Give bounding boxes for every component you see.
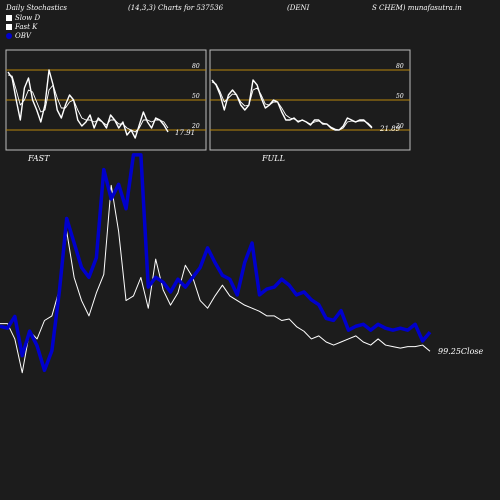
series-line-full-d bbox=[211, 81, 373, 131]
company-name-part-1: (DENI bbox=[287, 4, 310, 12]
legend-label: OBV bbox=[15, 32, 31, 40]
fast-stochastic-panel: 20 50 80 17.91 FAST bbox=[5, 49, 207, 163]
legend-swatch bbox=[6, 33, 12, 39]
chart-params: (14,3,3) Charts for 537536 bbox=[128, 4, 224, 12]
y-tick-label: 50 bbox=[192, 93, 200, 100]
legend-swatch bbox=[6, 24, 12, 30]
legend-swatch bbox=[6, 15, 12, 21]
legend-label: Slow D bbox=[15, 14, 41, 22]
y-tick-label: 20 bbox=[191, 123, 200, 130]
y-tick-label: 80 bbox=[396, 63, 404, 70]
legend-item-obv: OBV bbox=[6, 32, 31, 40]
legend-item-fast-k: Fast K bbox=[6, 23, 37, 31]
obv-line bbox=[0, 153, 432, 373]
obv-price-panel: 99.25Close bbox=[0, 153, 484, 374]
company-name-part-2: S CHEM) munafasutra.in bbox=[372, 4, 462, 12]
full-stochastic-panel: 20 50 80 21.89 FULL bbox=[209, 49, 411, 163]
y-tick-label: 20 bbox=[395, 123, 404, 130]
price-line bbox=[0, 184, 431, 374]
last-value-label: 17.91 bbox=[175, 129, 195, 137]
series-line-slow-d bbox=[7, 74, 169, 133]
legend-item-slow-d: Slow D bbox=[6, 14, 40, 22]
series-line-full-k bbox=[211, 79, 373, 131]
chart-title: Daily Stochastics bbox=[6, 4, 68, 12]
legend-label: Fast K bbox=[15, 23, 38, 31]
y-tick-label: 80 bbox=[192, 63, 200, 70]
panel-title: FULL bbox=[261, 154, 285, 163]
y-tick-label: 50 bbox=[396, 93, 404, 100]
last-value-label: 21.89 bbox=[379, 125, 401, 133]
panel-title: FAST bbox=[27, 154, 50, 163]
close-value-label: 99.25Close bbox=[438, 347, 484, 356]
series-line-fast-k bbox=[7, 69, 169, 139]
